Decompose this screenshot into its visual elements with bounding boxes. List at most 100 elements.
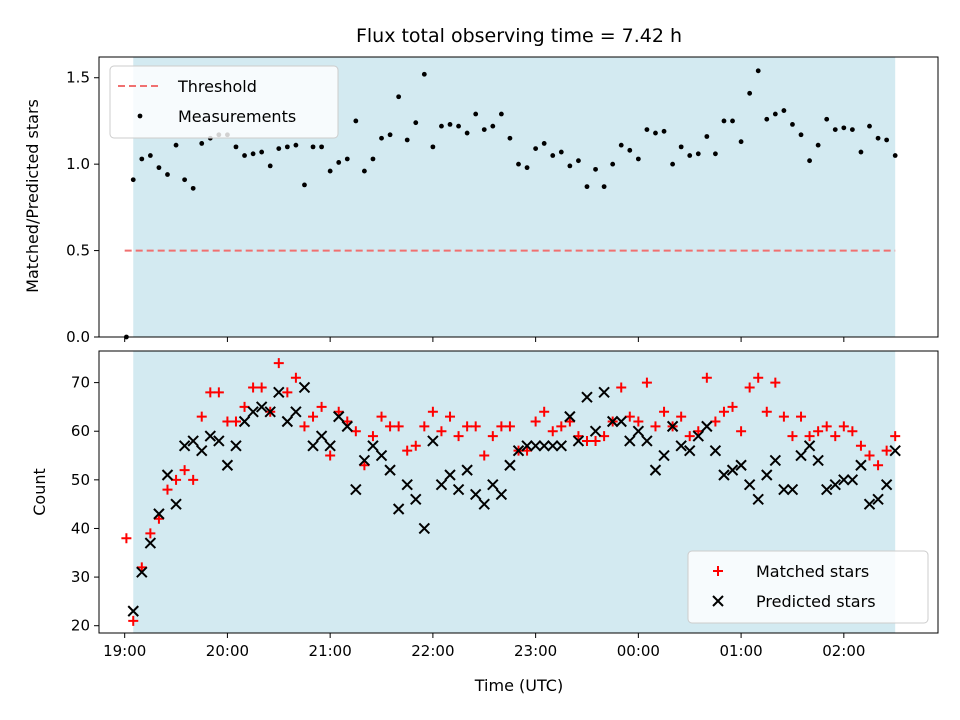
predicted-star-point bbox=[803, 440, 816, 452]
measurement-point bbox=[490, 123, 496, 129]
matched-star-point bbox=[547, 426, 558, 437]
matched-star-point bbox=[188, 474, 199, 485]
matched-star-point bbox=[616, 382, 627, 393]
predicted-star-point bbox=[589, 425, 602, 437]
predicted-star-point bbox=[709, 444, 722, 457]
matched-star-point bbox=[239, 401, 250, 412]
measurement-point bbox=[404, 137, 410, 143]
predicted-star-point bbox=[649, 464, 662, 476]
measurement-point bbox=[584, 184, 590, 190]
measurement-point bbox=[507, 135, 513, 141]
matched-star-point bbox=[445, 411, 456, 422]
matched-star-point bbox=[427, 406, 438, 417]
predicted-star-point bbox=[367, 440, 379, 452]
matched-star-point bbox=[590, 435, 601, 446]
matched-star-point bbox=[419, 421, 430, 432]
matched-star-point bbox=[573, 431, 584, 442]
predicted-star-point bbox=[281, 415, 294, 428]
measurement-point bbox=[190, 185, 196, 191]
plot-frame bbox=[98, 350, 939, 634]
measurement-point bbox=[421, 71, 427, 77]
legend-label: Matched stars bbox=[756, 562, 869, 581]
matched-star-point bbox=[436, 426, 447, 437]
legend: Matched stars Predicted stars bbox=[687, 550, 929, 624]
legend: Threshold Measurements bbox=[109, 65, 339, 139]
measurement-point bbox=[516, 161, 521, 167]
measurement-point bbox=[464, 130, 470, 136]
measurement-point bbox=[576, 158, 581, 164]
predicted-star-point bbox=[401, 478, 413, 491]
matched-star-point bbox=[213, 387, 224, 398]
predicted-star-point bbox=[504, 459, 516, 471]
matched-star-point bbox=[128, 615, 139, 626]
matched-star-point bbox=[367, 431, 378, 442]
measurement-point bbox=[319, 144, 324, 150]
matched-star-point bbox=[787, 431, 798, 442]
y-tick-label: 0.5 bbox=[66, 242, 90, 260]
y-tick-label: 0.0 bbox=[66, 328, 90, 346]
predicted-star-point bbox=[778, 483, 790, 496]
predicted-star-point bbox=[178, 440, 191, 452]
measurement-point bbox=[764, 116, 770, 122]
matched-star-point bbox=[470, 421, 481, 432]
predicted-star-point bbox=[786, 483, 799, 496]
predicted-star-point bbox=[392, 503, 405, 515]
predicted-star-point bbox=[221, 459, 234, 471]
legend-measurement-swatch bbox=[137, 113, 143, 119]
matched-star-point bbox=[676, 411, 687, 422]
matched-star-point bbox=[256, 382, 267, 393]
predicted-star-point bbox=[298, 381, 311, 394]
matched-star-point bbox=[830, 431, 841, 442]
predicted-star-point bbox=[461, 464, 473, 476]
predicted-star-point bbox=[127, 605, 139, 617]
measurement-point bbox=[165, 172, 170, 177]
matched-star-point bbox=[162, 484, 173, 495]
predicted-star-point bbox=[555, 440, 568, 452]
series-predicted-stars bbox=[127, 381, 901, 617]
measurement-point bbox=[533, 146, 539, 152]
matched-star-point bbox=[641, 377, 652, 388]
predicted-star-point bbox=[889, 444, 901, 457]
y-tick-label: 20 bbox=[71, 617, 90, 635]
measurement-point bbox=[182, 177, 188, 183]
matched-star-point bbox=[633, 416, 644, 427]
matched-star-point bbox=[496, 421, 507, 432]
matched-star-point bbox=[248, 382, 259, 393]
measurement-point bbox=[447, 122, 453, 127]
measurement-point bbox=[396, 94, 402, 100]
matched-star-point bbox=[393, 421, 404, 432]
measurement-point bbox=[884, 137, 890, 143]
measurement-point bbox=[413, 120, 419, 126]
matched-star-point bbox=[599, 431, 610, 442]
predicted-star-point bbox=[204, 430, 217, 442]
predicted-star-point bbox=[666, 420, 679, 433]
measurement-point bbox=[370, 156, 376, 162]
plot-frame bbox=[98, 56, 939, 338]
matched-star-point bbox=[504, 421, 515, 432]
predicted-star-point bbox=[880, 478, 893, 491]
measurement-point bbox=[481, 127, 487, 132]
predicted-star-point bbox=[829, 478, 841, 491]
measurement-point bbox=[678, 144, 684, 150]
matched-star-point bbox=[376, 411, 387, 422]
matched-star-point bbox=[308, 411, 319, 422]
predicted-star-point bbox=[435, 478, 448, 491]
y-tick-label: 40 bbox=[71, 519, 90, 537]
y-tick-label: 30 bbox=[71, 568, 90, 586]
legend-box bbox=[109, 65, 339, 139]
matched-star-point bbox=[342, 416, 353, 427]
x-tick-label: 22:00 bbox=[411, 642, 454, 660]
matched-star-point bbox=[581, 435, 592, 446]
matched-star-point bbox=[333, 406, 344, 417]
measurement-point bbox=[610, 161, 616, 167]
predicted-star-point bbox=[333, 410, 345, 423]
measurement-point bbox=[798, 132, 804, 138]
predicted-star-point bbox=[247, 406, 259, 418]
predicted-star-point bbox=[315, 430, 328, 442]
measurement-point bbox=[790, 122, 795, 127]
bottom-y-axis-label: Count bbox=[30, 468, 49, 516]
measurement-point bbox=[456, 123, 461, 129]
matched-star-point bbox=[385, 421, 396, 432]
measurement-point bbox=[815, 142, 821, 148]
